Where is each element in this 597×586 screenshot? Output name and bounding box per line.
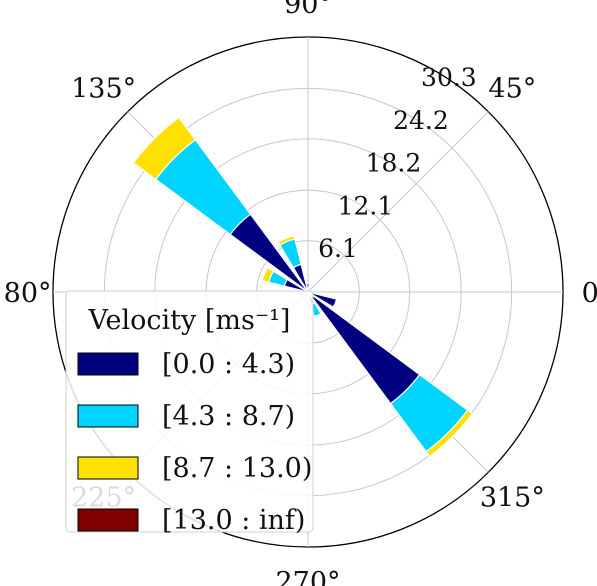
angle-tick-label: 0°: [582, 278, 597, 309]
legend: Velocity [ms⁻¹] [0.0 : 4.3) [4.3 : 8.7) [8.…: [65, 290, 314, 536]
legend-label: [13.0 : inf): [162, 505, 305, 536]
angle-tick-label: 90°: [284, 0, 332, 20]
angle-tick-label: 135°: [71, 74, 136, 105]
legend-label: [8.7 : 13.0): [162, 453, 312, 484]
sector-bar-315-bin-2: [425, 409, 474, 458]
grid-spoke: [307, 111, 489, 293]
legend-swatch: [77, 456, 139, 480]
legend-label: [4.3 : 8.7): [162, 401, 295, 432]
angle-tick-label: 270°: [275, 567, 340, 586]
sector-bar-112.5-bin-2: [277, 234, 296, 246]
sector-bar-337.5-bin-0: [307, 291, 338, 308]
legend-swatch: [77, 352, 139, 376]
legend-swatch: [77, 508, 139, 532]
angle-tick-label: 180°: [0, 278, 52, 309]
sector-bar-90-bin-0: [306, 282, 310, 293]
sector-bars: [132, 116, 474, 458]
legend-title: Velocity [ms⁻¹]: [88, 305, 291, 336]
sector-bar-135-bin-2: [132, 116, 197, 181]
angle-tick-label: 315°: [480, 482, 545, 513]
sector-bar-315-bin-0: [307, 291, 421, 405]
radial-tick-label: 18.2: [366, 149, 422, 178]
radial-tick-label: 12.1: [338, 192, 394, 221]
radial-tick-labels: 6.1 12.1 18.2 24.2 30.3: [318, 63, 477, 263]
sector-bar-157.5-bin-2: [261, 266, 275, 283]
legend-label: [0.0 : 4.3): [162, 349, 295, 380]
angle-tick-label: 45°: [488, 74, 536, 105]
radial-tick-label: 6.1: [318, 234, 358, 263]
radial-tick-label: 24.2: [393, 106, 449, 135]
radial-tick-label: 30.3: [421, 63, 477, 92]
legend-swatch: [77, 404, 139, 428]
